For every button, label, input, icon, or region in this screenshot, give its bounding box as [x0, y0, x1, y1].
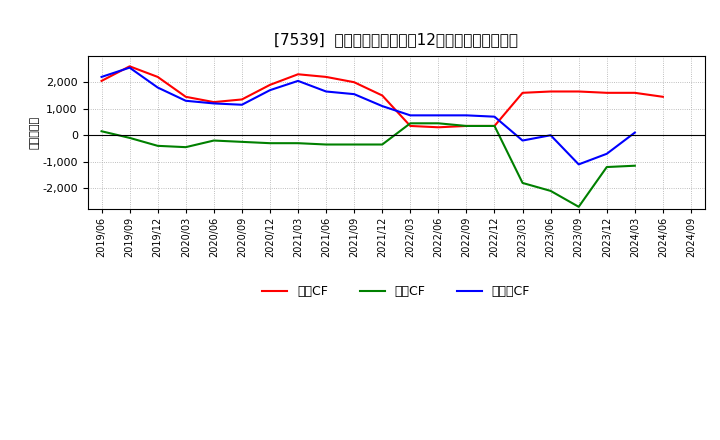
営業CF: [575, 89, 583, 94]
営業CF: [294, 72, 302, 77]
営業CF: [266, 82, 274, 88]
営業CF: [659, 94, 667, 99]
営業CF: [434, 125, 443, 130]
フリーCF: [294, 78, 302, 84]
営業CF: [97, 78, 106, 84]
投資CF: [490, 123, 499, 128]
フリーCF: [238, 102, 246, 107]
フリーCF: [266, 88, 274, 93]
営業CF: [125, 64, 134, 69]
フリーCF: [97, 74, 106, 80]
営業CF: [603, 90, 611, 95]
投資CF: [406, 121, 415, 126]
フリーCF: [322, 89, 330, 94]
営業CF: [238, 97, 246, 102]
投資CF: [238, 139, 246, 144]
営業CF: [181, 94, 190, 99]
投資CF: [631, 163, 639, 169]
投資CF: [546, 188, 555, 194]
投資CF: [294, 140, 302, 146]
投資CF: [97, 128, 106, 134]
フリーCF: [153, 85, 162, 90]
営業CF: [462, 123, 471, 128]
フリーCF: [546, 132, 555, 138]
投資CF: [518, 180, 527, 186]
投資CF: [153, 143, 162, 148]
営業CF: [210, 99, 218, 105]
フリーCF: [210, 101, 218, 106]
投資CF: [462, 123, 471, 128]
フリーCF: [406, 113, 415, 118]
Y-axis label: （百万円）: （百万円）: [30, 116, 40, 149]
投資CF: [322, 142, 330, 147]
Title: [7539]  キャッシュフローの12か月移動合計の推移: [7539] キャッシュフローの12か月移動合計の推移: [274, 33, 518, 48]
フリーCF: [378, 103, 387, 109]
営業CF: [631, 90, 639, 95]
フリーCF: [575, 162, 583, 167]
フリーCF: [125, 65, 134, 70]
営業CF: [350, 80, 359, 85]
Line: フリーCF: フリーCF: [102, 68, 635, 165]
営業CF: [378, 93, 387, 98]
投資CF: [210, 138, 218, 143]
投資CF: [125, 135, 134, 140]
営業CF: [546, 89, 555, 94]
投資CF: [378, 142, 387, 147]
フリーCF: [462, 113, 471, 118]
フリーCF: [603, 151, 611, 157]
フリーCF: [350, 92, 359, 97]
投資CF: [434, 121, 443, 126]
投資CF: [350, 142, 359, 147]
投資CF: [603, 165, 611, 170]
Line: 投資CF: 投資CF: [102, 123, 635, 207]
フリーCF: [181, 98, 190, 103]
営業CF: [406, 123, 415, 128]
投資CF: [266, 140, 274, 146]
営業CF: [518, 90, 527, 95]
営業CF: [153, 74, 162, 80]
Line: 営業CF: 営業CF: [102, 66, 663, 127]
営業CF: [490, 123, 499, 128]
フリーCF: [434, 113, 443, 118]
フリーCF: [490, 114, 499, 119]
フリーCF: [518, 138, 527, 143]
フリーCF: [631, 130, 639, 135]
投資CF: [181, 144, 190, 150]
Legend: 営業CF, 投資CF, フリーCF: 営業CF, 投資CF, フリーCF: [258, 280, 535, 303]
投資CF: [575, 204, 583, 209]
営業CF: [322, 74, 330, 80]
